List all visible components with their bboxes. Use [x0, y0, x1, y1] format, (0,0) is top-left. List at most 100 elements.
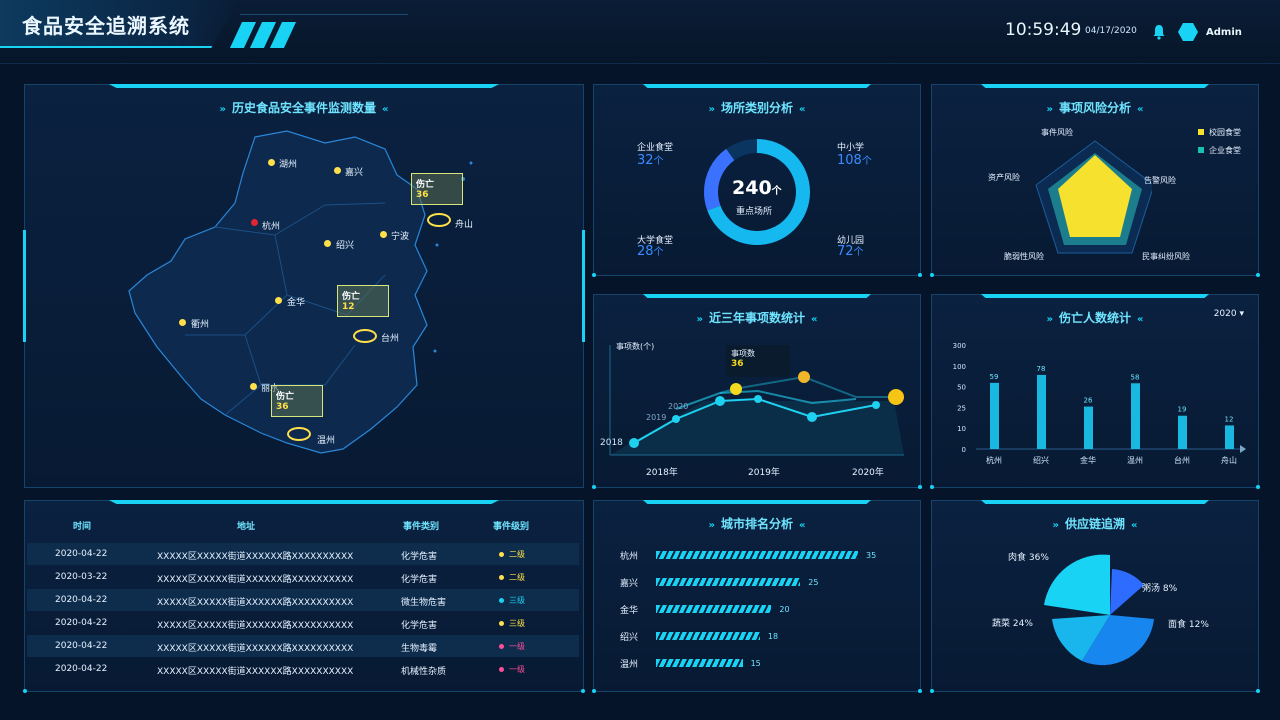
y-tick-label: 50: [957, 384, 966, 392]
rank-city-label: 嘉兴: [620, 579, 639, 589]
casualty-bar[interactable]: [1084, 406, 1093, 449]
radar-axis-label: 民事纠纷风险: [1142, 252, 1190, 261]
rank-bar[interactable]: [656, 605, 772, 613]
rank-bar[interactable]: [656, 659, 743, 667]
cell-level: 三级: [499, 618, 525, 629]
header-deco-line: [240, 14, 408, 15]
chevron-down-icon: ▾: [1239, 309, 1244, 319]
rank-city-label: 绍兴: [620, 633, 639, 643]
radar-axis-label: 告警风险: [1144, 176, 1176, 185]
cell-level: 三级: [499, 595, 525, 606]
table-row[interactable]: 2020-04-22 XXXXX区XXXXX街道XXXXXX路XXXXXXXXXX…: [27, 635, 579, 657]
depth-label: 2019: [646, 413, 667, 422]
city-label: 杭州: [262, 222, 281, 232]
table-row[interactable]: 2020-04-22 XXXXX区XXXXX街道XXXXXX路XXXXXXXXXX…: [27, 543, 579, 565]
city-dot[interactable]: [268, 159, 275, 166]
city-dot[interactable]: [275, 297, 282, 304]
casualty-panel: » 伤亡人数统计 « 2020 ▾ 300 100 50 25 10 0 59 杭州 78 绍兴 26 金…: [930, 294, 1260, 489]
venue-item-value: 32个: [637, 153, 664, 168]
venue-item-value: 28个: [637, 244, 664, 259]
venue-panel: » 场所类别分析 « 240个 重点场所 企业食堂 32个 中小学 108个 大学食…: [592, 84, 922, 277]
category-label: 温州: [1127, 456, 1143, 465]
venue-item-label: 企业食堂: [637, 143, 674, 153]
casualty-callout[interactable]: 伤亡 36: [411, 173, 463, 205]
casualty-bar[interactable]: [1131, 383, 1140, 449]
risk-radar: [1035, 140, 1152, 254]
category-label: 台州: [1174, 455, 1190, 465]
top-bar: 食品安全追溯系统 10:59:49 04/17/2020 Admin: [0, 0, 1280, 64]
year-tick: 2018年: [646, 468, 678, 478]
avatar-icon[interactable]: [1177, 22, 1199, 42]
rank-city-label: 温州: [620, 660, 639, 670]
bar-value-label: 59: [990, 373, 999, 381]
bell-icon[interactable]: [1152, 24, 1166, 40]
city-rank-panel: » 城市排名分析 « 杭州 35 嘉兴 25 金华 20 绍兴 18 温州 15: [592, 500, 922, 693]
depth-label: 2018: [600, 438, 623, 448]
title-banner: [0, 0, 240, 48]
cell-time: 2020-04-22: [55, 664, 108, 674]
rank-bar[interactable]: [656, 632, 760, 640]
pie-label: 蔬菜 24%: [992, 619, 1033, 629]
table-row[interactable]: 2020-04-22 XXXXX区XXXXX街道XXXXXX路XXXXXXXXXX…: [27, 589, 579, 611]
col-header: 事件类别: [403, 522, 440, 532]
city-dot[interactable]: [179, 319, 186, 326]
city-dot[interactable]: [334, 167, 341, 174]
city-label: 台州: [381, 334, 400, 344]
city-dot[interactable]: [250, 383, 257, 390]
table-row[interactable]: 2020-04-22 XXXXX区XXXXX街道XXXXXX路XXXXXXXXXX…: [27, 612, 579, 634]
bar-value-label: 19: [1178, 406, 1187, 414]
y-tick-label: 25: [957, 404, 966, 412]
casualty-bar[interactable]: [1225, 425, 1234, 449]
city-dot[interactable]: [380, 231, 387, 238]
rank-value-label: 20: [779, 605, 790, 614]
city-label: 金华: [287, 298, 306, 308]
rank-bar[interactable]: [656, 551, 858, 559]
cell-time: 2020-03-22: [55, 572, 108, 582]
cell-level: 一级: [499, 641, 525, 652]
venue-item-label: 大学食堂: [637, 236, 674, 246]
city-dot[interactable]: [324, 240, 331, 247]
city-dot[interactable]: [251, 219, 258, 226]
casualty-bar[interactable]: [1037, 374, 1046, 449]
radar-axis-label: 事件风险: [1041, 128, 1073, 137]
city-label: 衢州: [191, 320, 210, 330]
cell-time: 2020-04-22: [55, 641, 108, 651]
province-map: [128, 130, 473, 454]
radar-axis-label: 脆弱性风险: [1004, 252, 1044, 261]
year-select[interactable]: 2020 ▾: [1213, 309, 1244, 319]
target-marker-icon: [353, 329, 377, 343]
bar-value-label: 12: [1225, 415, 1234, 423]
venue-center-label: 重点场所: [736, 207, 773, 217]
rank-bar[interactable]: [656, 578, 801, 586]
rank-value-label: 35: [866, 551, 877, 560]
casualty-callout[interactable]: 伤亡 36: [271, 385, 323, 417]
y-tick-label: 300: [953, 342, 966, 350]
year-tick: 2020年: [852, 468, 884, 478]
casualty-bar[interactable]: [990, 382, 999, 449]
bar-value-label: 58: [1131, 373, 1140, 381]
cell-level: 一级: [499, 664, 525, 675]
year-tick: 2019年: [748, 468, 780, 478]
cell-type: 化学危害: [401, 575, 438, 585]
bar-value-label: 26: [1084, 397, 1093, 405]
casualty-bar[interactable]: [1178, 415, 1187, 449]
supply-panel: » 供应链追溯 « 肉食 36% 粥汤 8% 面食 12% 蔬菜 24%: [930, 500, 1260, 693]
category-label: 舟山: [1221, 455, 1237, 465]
bar-value-label: 78: [1037, 365, 1046, 373]
table-row[interactable]: 2020-03-22 XXXXX区XXXXX街道XXXXXX路XXXXXXXXXX…: [27, 566, 579, 588]
cell-time: 2020-04-22: [55, 618, 108, 628]
risk-panel: » 事项风险分析 « 事件风险 告警风险 民事纠纷风险 脆弱性风险 资产风险 校园食…: [930, 84, 1260, 277]
target-marker-icon: [287, 427, 311, 441]
venue-item-label: 中小学: [837, 143, 865, 153]
header-stripes: [229, 22, 302, 48]
trend-tooltip: 事项数 36: [726, 345, 790, 377]
table-row[interactable]: 2020-04-22 XXXXX区XXXXX街道XXXXXX路XXXXXXXXXX…: [27, 658, 579, 680]
trend-panel: » 近三年事项数统计 « 事项数(个) 事项数 36 2018 2019 2020 …: [592, 294, 922, 489]
clock: 10:59:49: [1005, 20, 1082, 40]
venue-total: 240个: [732, 177, 782, 199]
casualty-callout[interactable]: 伤亡 12: [337, 285, 389, 317]
venue-item-label: 幼儿园: [837, 236, 865, 246]
supply-pie: [1044, 554, 1154, 666]
pie-label: 粥汤 8%: [1142, 584, 1178, 594]
user-name[interactable]: Admin: [1206, 27, 1242, 38]
